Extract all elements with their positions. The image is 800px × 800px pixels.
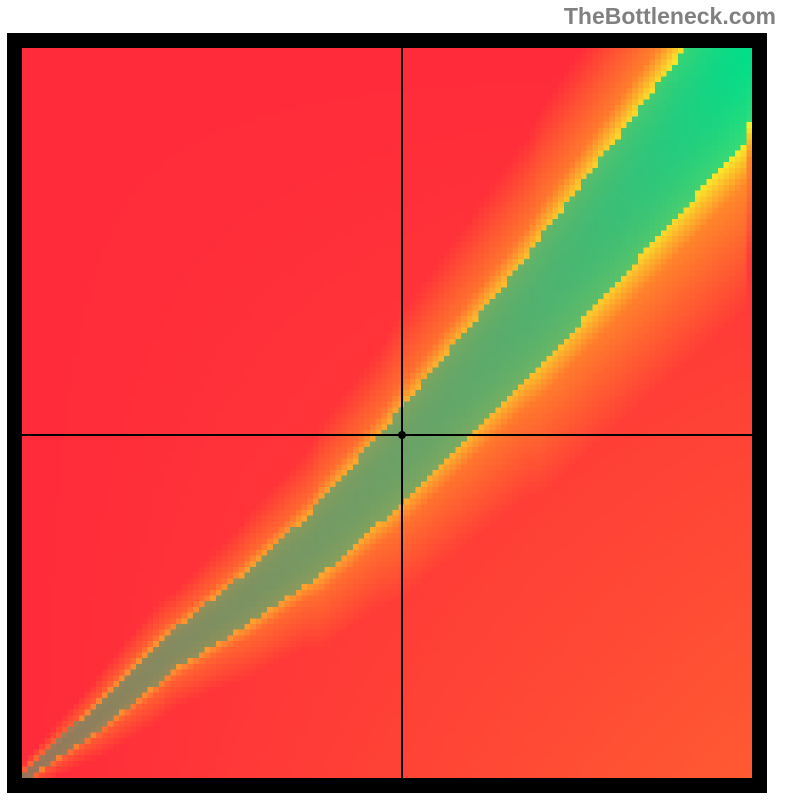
watermark-text: TheBottleneck.com — [564, 3, 776, 30]
crosshair-vertical — [401, 48, 403, 778]
crosshair-horizontal — [22, 434, 752, 436]
plot-area — [22, 48, 752, 778]
heatmap-canvas — [22, 48, 752, 778]
crosshair-marker — [398, 431, 406, 439]
